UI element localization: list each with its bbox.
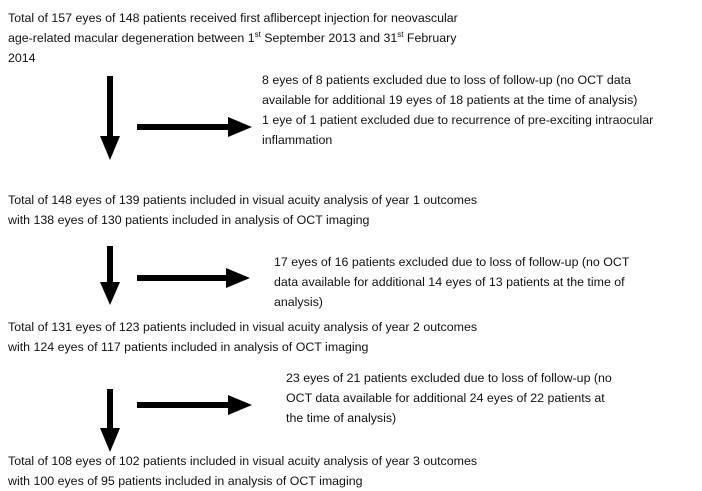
text: with 138 eyes of 130 patients included i…: [8, 213, 370, 227]
text: with 124 eyes of 117 patients included i…: [8, 340, 369, 354]
text-line: OCT data available for additional 24 eye…: [286, 388, 612, 408]
text-line: Total of 157 eyes of 148 patients receiv…: [8, 8, 458, 28]
flow-text: 8 eyes of 8 patients excluded due to los…: [262, 70, 653, 150]
text: 8 eyes of 8 patients excluded due to los…: [262, 73, 631, 87]
down-arrow-shaft: [107, 246, 113, 284]
text: 1 eye of 1 patient excluded due to recur…: [262, 113, 654, 127]
down-arrow-head: [100, 136, 120, 160]
text-line: 23 eyes of 21 patients excluded due to l…: [286, 368, 612, 388]
text-line: inflammation: [262, 130, 653, 150]
text: data available for additional 14 eyes of…: [274, 275, 625, 289]
text-line: 2014: [8, 48, 458, 68]
text-line: with 138 eyes of 130 patients included i…: [8, 210, 477, 230]
text-line: Total of 131 eyes of 123 patients includ…: [8, 317, 477, 337]
right-arrow-head: [226, 268, 250, 288]
superscript: st: [397, 30, 404, 39]
text-line: 1 eye of 1 patient excluded due to recur…: [262, 110, 653, 130]
flow-text: 23 eyes of 21 patients excluded due to l…: [286, 368, 612, 428]
text-line: age-related macular degeneration between…: [8, 28, 458, 48]
text: Total of 148 eyes of 139 patients includ…: [8, 193, 478, 207]
right-arrow-shaft: [137, 275, 227, 281]
text: 2014: [8, 51, 36, 65]
superscript: st: [254, 30, 261, 39]
right-arrow-head: [228, 117, 252, 137]
text: with 100 eyes of 95 patients included in…: [8, 474, 363, 488]
right-arrow-shaft: [137, 402, 229, 408]
down-arrow-shaft: [107, 389, 113, 430]
text: inflammation: [262, 133, 333, 147]
text-line: Total of 108 eyes of 102 patients includ…: [8, 451, 477, 471]
down-arrow-shaft: [107, 76, 113, 138]
text-line: 8 eyes of 8 patients excluded due to los…: [262, 70, 653, 90]
text: 23 eyes of 21 patients excluded due to l…: [286, 371, 612, 385]
text-line: 17 eyes of 16 patients excluded due to l…: [274, 252, 629, 272]
text-line: analysis): [274, 292, 629, 312]
flow-text: Total of 148 eyes of 139 patients includ…: [8, 190, 477, 230]
flow-text: Total of 157 eyes of 148 patients receiv…: [8, 8, 458, 68]
text-line: Total of 148 eyes of 139 patients includ…: [8, 190, 477, 210]
right-arrow-shaft: [137, 124, 229, 130]
text-line: the time of analysis): [286, 408, 612, 428]
text: age-related macular degeneration between…: [8, 31, 255, 45]
text: OCT data available for additional 24 eye…: [286, 391, 605, 405]
text-line: data available for additional 14 eyes of…: [274, 272, 629, 292]
text: analysis): [274, 295, 323, 309]
text-line: with 124 eyes of 117 patients included i…: [8, 337, 477, 357]
text: September 2013 and 31: [260, 31, 398, 45]
text-line: with 100 eyes of 95 patients included in…: [8, 471, 477, 491]
right-arrow-head: [228, 395, 252, 415]
down-arrow-head: [100, 282, 120, 305]
text: Total of 157 eyes of 148 patients receiv…: [8, 11, 458, 25]
text-line: available for additional 19 eyes of 18 p…: [262, 90, 653, 110]
text: 17 eyes of 16 patients excluded due to l…: [274, 255, 630, 269]
down-arrow-head: [100, 428, 120, 452]
flow-text: Total of 131 eyes of 123 patients includ…: [8, 317, 477, 357]
text: available for additional 19 eyes of 18 p…: [262, 93, 638, 107]
text: Total of 131 eyes of 123 patients includ…: [8, 320, 478, 334]
text: the time of analysis): [286, 411, 397, 425]
flow-text: 17 eyes of 16 patients excluded due to l…: [274, 252, 629, 312]
text: Total of 108 eyes of 102 patients includ…: [8, 454, 478, 468]
text: February: [403, 31, 457, 45]
flow-text: Total of 108 eyes of 102 patients includ…: [8, 451, 477, 491]
